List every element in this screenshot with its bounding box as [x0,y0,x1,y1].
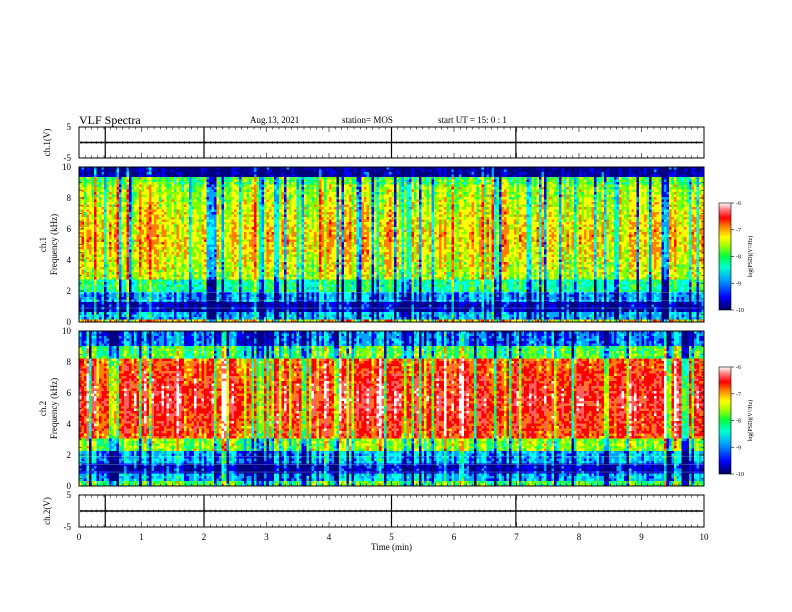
xtick-3: 3 [264,532,269,542]
spec2-ylabel-channel: ch.2 [38,401,48,416]
spec1-ytick-10: 10 [62,162,72,172]
spec2-ytick-6: 6 [67,388,72,398]
colorbar-ch1 [719,203,731,310]
colorbar-ch2-label: log(PSD)(V²/Hz) [747,400,754,441]
colorbar-ch2-tick--10: -10 [736,472,744,478]
spec1-ytick-4: 4 [67,255,72,265]
spec1-ytick-8: 8 [67,193,72,203]
spec2-ytick-4: 4 [67,419,72,429]
colorbar-ch2-tick--7: -7 [736,392,741,398]
xtick-0: 0 [77,532,82,542]
spec2-ytick-0: 0 [67,481,72,491]
xtick-5: 5 [389,532,394,542]
spec2-ytick-8: 8 [67,357,72,367]
spectrogram-ch2 [79,331,704,486]
spec2-ytick-2: 2 [67,450,72,460]
xtick-2: 2 [202,532,207,542]
colorbar-ch1-tick--10: -10 [736,308,744,314]
ch2-wave-ytick-bottom: -5 [64,522,72,532]
ch2-wave-ytick-top: 5 [67,490,72,500]
xtick-10: 10 [700,532,710,542]
colorbar-ch1-tick--9: -9 [736,281,741,287]
colorbar-ch2-tick--6: -6 [736,365,741,371]
xtick-9: 9 [639,532,644,542]
spectrogram-ch1 [79,167,704,322]
xtick-8: 8 [577,532,582,542]
colorbar-ch2-tick--9: -9 [736,445,741,451]
colorbar-ch1-tick--6: -6 [736,201,741,207]
x-axis-label: Time (min) [371,542,412,552]
spec1-ylabel-frequency: Frequency (kHz) [49,214,59,275]
xtick-1: 1 [139,532,144,542]
ch2-wave-ylabel: ch.2(V) [42,497,52,525]
spec1-ylabel-channel: ch.1 [38,237,48,252]
xtick-6: 6 [452,532,457,542]
ch1-wave-ytick-top: 5 [67,122,72,132]
spec2-ytick-10: 10 [62,326,72,336]
colorbar-ch2 [719,367,731,474]
colorbar-ch1-tick--7: -7 [736,228,741,234]
xtick-7: 7 [514,532,519,542]
colorbar-ch1-label: log(PSD)(V²/Hz) [747,236,754,277]
ch1-wave-ylabel: ch.1(V) [42,129,52,157]
colorbar-ch1-tick--8: -8 [736,255,741,261]
spec1-ytick-2: 2 [67,286,72,296]
colorbar-ch2-tick--8: -8 [736,419,741,425]
spec2-ylabel-frequency: Frequency (kHz) [49,378,59,439]
xtick-4: 4 [327,532,332,542]
spec1-ytick-6: 6 [67,224,72,234]
